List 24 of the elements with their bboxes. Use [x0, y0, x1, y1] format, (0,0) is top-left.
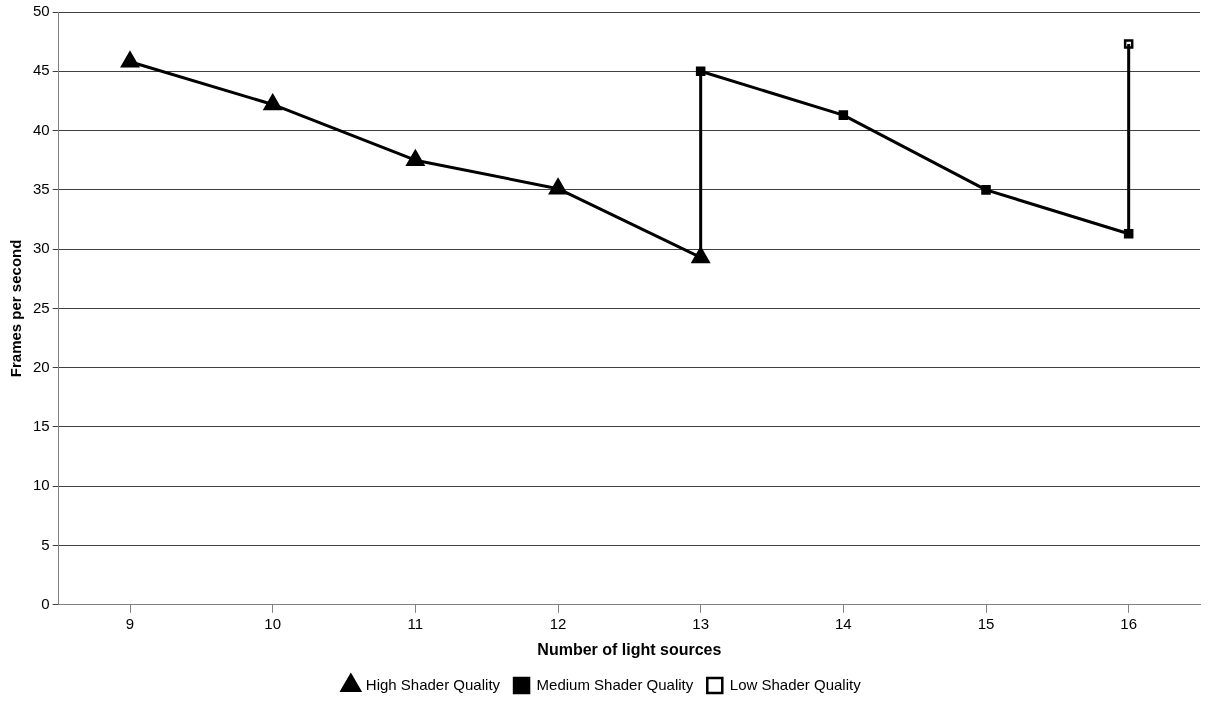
x-tick-label: 9 — [125, 614, 135, 632]
legend-label: Medium Shader Quality — [536, 675, 694, 693]
y-tick-label: 5 — [41, 535, 50, 553]
x-tick-label: 11 — [407, 614, 424, 632]
y-tick-label: 15 — [33, 417, 50, 435]
y-tick-label: 50 — [33, 2, 50, 20]
y-tick-label: 10 — [33, 476, 50, 494]
y-tick-label: 0 — [41, 594, 50, 612]
y-tick-label: 45 — [33, 61, 50, 79]
y-tick-label: 35 — [33, 179, 50, 197]
x-tick-label: 15 — [977, 614, 995, 632]
y-tick-label: 40 — [33, 120, 50, 138]
y-tick-label: 30 — [33, 239, 50, 257]
x-tick-label: 10 — [264, 614, 282, 632]
x-tick-label: 13 — [692, 614, 710, 632]
y-tick-label: 25 — [33, 298, 50, 316]
legend-label: High Shader Quality — [365, 675, 501, 693]
x-tick-label: 12 — [549, 614, 567, 632]
x-tick-label: 16 — [1120, 614, 1138, 632]
x-tick-label: 14 — [835, 614, 852, 632]
legend-label: Low Shader Quality — [729, 675, 862, 693]
y-axis-title: Frames per second — [7, 239, 25, 378]
x-axis-title: Number of light sources — [537, 640, 722, 658]
y-tick-label: 20 — [33, 357, 50, 375]
